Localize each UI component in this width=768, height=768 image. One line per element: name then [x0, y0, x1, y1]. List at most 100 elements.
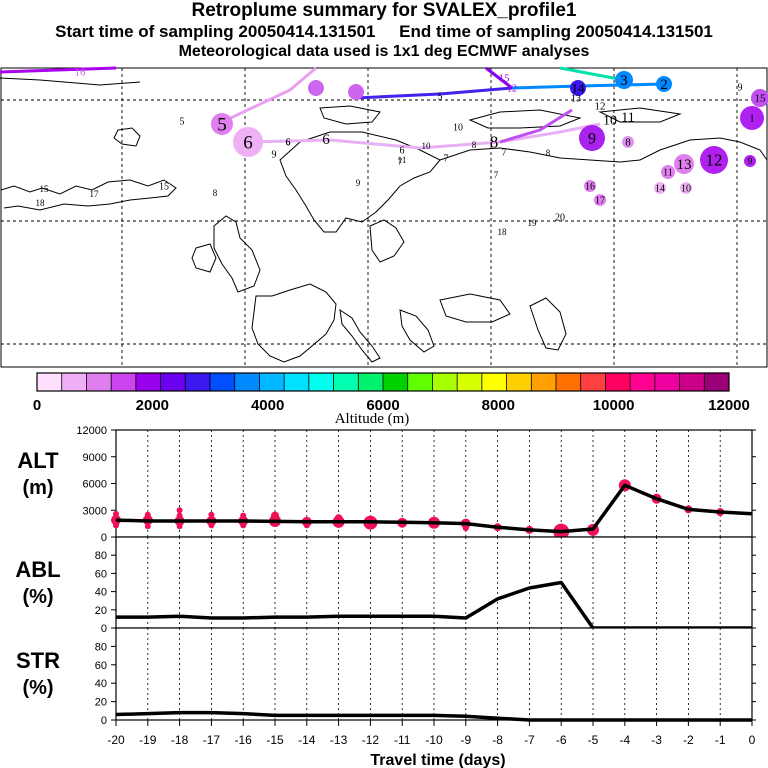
coast-balkans: [399, 309, 435, 353]
map-time-label: 11: [621, 111, 634, 126]
map-time-label: 6: [400, 145, 405, 156]
x-tick-label: -5: [588, 733, 599, 747]
x-tick-label: -1: [715, 733, 726, 747]
track-teal: [559, 66, 625, 82]
chart-title: Retroplume summary for SVALEX_profile1: [191, 0, 577, 21]
x-tick-label: -7: [524, 733, 535, 747]
plume-tracks: [0, 66, 665, 150]
coast-iceland: [0, 179, 177, 211]
map-time-label: 9: [738, 82, 743, 93]
colorbar-segment: [457, 373, 483, 391]
colorbar-segment: [135, 373, 162, 391]
colorbar-segment: [580, 373, 606, 391]
map-time-label: 15: [40, 184, 50, 194]
altitude-colorbar: 0 2000 4000 6000 8000 10000 12000: [33, 372, 750, 414]
map-time-label: 11: [663, 167, 673, 178]
coast-island-a: [113, 127, 141, 147]
plume-marker: [700, 146, 728, 174]
map-time-label: 5: [217, 114, 227, 135]
coast-caspian: [529, 297, 567, 351]
map-time-label: 7: [494, 170, 499, 180]
track-main-light: [247, 122, 601, 150]
x-tick-label: -13: [330, 733, 348, 747]
map-time-label: 17: [90, 189, 100, 199]
altitude-marker: [240, 522, 247, 529]
colorbar-tick-label: 8000: [482, 397, 515, 414]
map-time-label: 13: [677, 157, 692, 173]
map-time-label: 8: [625, 137, 631, 149]
map-time-label: 10: [453, 122, 463, 133]
altitude-marker: [176, 507, 183, 514]
map-time-label: 15: [499, 73, 511, 85]
colorbar-segment: [481, 373, 508, 391]
plume-marker: [570, 80, 586, 96]
colorbar-segment: [556, 373, 582, 391]
colorbar-segment: [234, 373, 260, 391]
panel-unit: (%): [22, 586, 53, 608]
colorbar-segment: [111, 373, 137, 391]
map-time-label: 9: [356, 178, 361, 188]
map-time-label: 9: [588, 130, 596, 147]
map-time-label: 6: [286, 137, 291, 148]
altitude-marker: [271, 511, 279, 520]
map-time-label: 16: [75, 67, 87, 79]
y-tick-label: 12000: [76, 425, 107, 437]
colorbar-tick-label: 4000: [251, 397, 284, 414]
x-tick-label: -6: [556, 733, 567, 747]
plume-marker: [211, 113, 233, 135]
altitude-marker: [462, 525, 469, 532]
map-time-label: 12: [507, 83, 517, 94]
colorbar-segment: [259, 373, 285, 391]
coast-baltic: [369, 219, 405, 263]
x-tick-label: -10: [425, 733, 443, 747]
met-note: Meteorological data used is 1x1 deg ECMW…: [178, 43, 590, 60]
y-tick-label: 9000: [83, 452, 107, 464]
map-time-label: 19: [528, 218, 538, 228]
map-time-label: 18: [498, 227, 508, 237]
x-tick-label: -9: [460, 733, 471, 747]
sampling-times: Start time of sampling 20050414.131501 E…: [0, 22, 768, 42]
colorbar-segment: [704, 373, 730, 391]
series-line-str: [115, 710, 752, 722]
altitude-marker: [113, 522, 119, 529]
colorbar-segment: [210, 373, 236, 391]
plume-marker: [584, 180, 596, 192]
x-tick-label: -15: [266, 733, 284, 747]
map-time-label: 15: [159, 181, 169, 192]
plume-marker: [579, 125, 605, 151]
colorbar-segment: [654, 373, 681, 391]
plume-marker: [744, 155, 756, 167]
colorbar-segment: [630, 373, 656, 391]
colorbar-segment: [61, 373, 87, 391]
plume-marker: [615, 71, 633, 89]
plume-marker: [740, 106, 764, 130]
x-tick-label: -2: [683, 733, 694, 747]
map-time-label: 8: [213, 188, 218, 198]
coast-britain: [213, 215, 261, 293]
x-tick-label: -18: [171, 733, 189, 747]
map-time-label: 8: [472, 140, 477, 150]
colorbar-segment: [284, 373, 310, 391]
coast-svalbard: [319, 105, 381, 125]
map-time-label: 10: [681, 183, 691, 194]
map-time-label: 13: [311, 83, 321, 94]
map-graticule: [1, 68, 767, 367]
altitude-marker: [144, 523, 151, 530]
colorbar-tick-label: 6000: [366, 397, 399, 414]
colorbar-segment: [185, 373, 211, 391]
map-time-label: 10: [603, 114, 617, 129]
coast-scandinavia: [279, 131, 441, 233]
plume-marker: [656, 76, 672, 92]
colorbar-segment: [432, 373, 458, 391]
map-frame: [0, 67, 768, 368]
coast-novaya-zemlya: [468, 109, 582, 129]
altitude-marker: [113, 510, 119, 517]
coast-black-sea: [439, 293, 511, 323]
panel-label: ALT: [17, 448, 59, 473]
map-time-label: 2: [660, 77, 668, 93]
colorbar-label: Altitude (m): [335, 411, 410, 427]
map-time-label: 18: [36, 198, 46, 208]
y-tick-label: 80: [95, 641, 107, 653]
